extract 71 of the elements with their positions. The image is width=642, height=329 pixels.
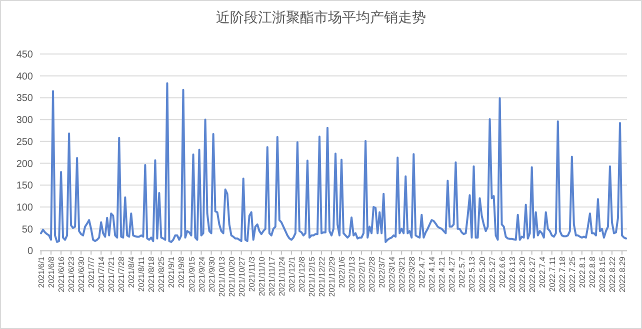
x-tick-label: 2022.4.14 bbox=[428, 256, 437, 292]
x-tick-label: 2021/8/18 bbox=[147, 256, 156, 292]
x-tick-label: 2021/9/8 bbox=[177, 256, 186, 288]
x-tick-label: 2022/1/6 bbox=[338, 256, 347, 288]
x-tick-label: 2021/11/17 bbox=[267, 256, 276, 296]
x-tick-label: 2021/10/20 bbox=[227, 256, 236, 297]
x-tick-label: 2021/9/1 bbox=[167, 256, 176, 288]
x-tick-label: 2022/3/28 bbox=[408, 256, 417, 292]
x-tick-label: 2022.8.1 bbox=[578, 256, 587, 288]
x-tick-label: 2022.8.29 bbox=[618, 256, 627, 292]
x-tick-label: 2022.4.27 bbox=[448, 256, 457, 292]
y-tick-label: 350 bbox=[16, 93, 34, 104]
x-tick-label: 2022.7.18 bbox=[558, 256, 567, 292]
y-tick-label: 400 bbox=[16, 71, 34, 82]
y-tick-label: 200 bbox=[16, 158, 34, 170]
x-tick-label: 2022.5.20 bbox=[478, 256, 487, 292]
x-tick-label: 2022/3/7 bbox=[378, 256, 387, 288]
x-tick-label: 2022/2/28 bbox=[368, 256, 377, 292]
x-tick-label: 2021/10/27 bbox=[237, 256, 246, 297]
chart-title: 近阶段江浙聚酯市场平均产销走势 bbox=[216, 9, 426, 25]
x-tick-label: 2021/8/25 bbox=[157, 256, 166, 292]
x-tick-label: 2021/12/1 bbox=[287, 256, 296, 292]
x-tick-label: 2022.6.13 bbox=[508, 256, 517, 292]
y-tick-label: 150 bbox=[16, 180, 34, 192]
x-tick-label: 2021/6/8 bbox=[47, 256, 56, 288]
x-tick-label: 2022.5.7 bbox=[458, 256, 467, 288]
x-tick-label: 2021/6/1 bbox=[37, 256, 46, 288]
x-tick-label: 2022.8.22 bbox=[608, 256, 617, 292]
y-tick-label: 250 bbox=[16, 136, 34, 148]
x-tick-label: 2021/11/10 bbox=[257, 256, 266, 296]
x-tick-label: 2021/8/11 bbox=[137, 256, 146, 292]
x-tick-label: 2021/7/21 bbox=[107, 256, 116, 292]
x-tick-label: 2021/7/28 bbox=[117, 256, 126, 292]
x-tick-label: 2022.6.6 bbox=[498, 256, 507, 288]
x-tick-label: 2021/9/30 bbox=[207, 256, 216, 292]
x-tick-label: 2022/3/21 bbox=[398, 256, 407, 292]
x-tick-label: 2022.5.27 bbox=[488, 256, 497, 292]
x-tick-label: 2021/12/8 bbox=[297, 256, 306, 292]
y-tick-label: 300 bbox=[16, 115, 34, 126]
x-tick-label: 2022/2/17 bbox=[358, 256, 367, 292]
x-tick-label: 2021/6/16 bbox=[57, 256, 66, 292]
x-tick-label: 2022.6.27 bbox=[528, 256, 537, 292]
y-tick-label: 100 bbox=[16, 202, 34, 214]
y-tick-label: 0 bbox=[27, 246, 34, 258]
x-tick-label: 2021/8/4 bbox=[127, 256, 136, 288]
x-tick-label: 2022.5.13 bbox=[468, 256, 477, 292]
x-tick-label: 2021/9/15 bbox=[187, 256, 196, 292]
x-tick-label: 2021/9/24 bbox=[197, 256, 206, 292]
x-tick-label: 2022.7.11 bbox=[548, 256, 557, 292]
x-tick-label: 2021/6/30 bbox=[77, 256, 86, 292]
x-tick-label: 2021/11/24 bbox=[277, 256, 286, 296]
x-tick-label: 2021/7/7 bbox=[87, 256, 96, 288]
x-tick-label: 2021/7/14 bbox=[97, 256, 106, 292]
x-tick-label: 2022.4.7 bbox=[418, 256, 427, 288]
y-tick-label: 450 bbox=[16, 50, 34, 60]
x-tick-label: 2021/12/15 bbox=[307, 256, 316, 297]
y-tick-label: 50 bbox=[22, 224, 34, 236]
line-series bbox=[40, 82, 627, 243]
x-tick-label: 2021/10/13 bbox=[217, 256, 226, 297]
x-tick-label: 2021/12/22 bbox=[317, 256, 326, 297]
x-tick-label: 2021/12/29 bbox=[327, 256, 336, 297]
x-tick-label: 2021/6/23 bbox=[67, 256, 76, 292]
x-tick-label: 2022.4.21 bbox=[438, 256, 447, 292]
x-tick-label: 2022/3/14 bbox=[388, 256, 397, 292]
x-tick-label: 2022.7.25 bbox=[568, 256, 577, 292]
x-tick-label: 2022.8.8 bbox=[588, 256, 597, 288]
x-tick-label: 2021/11/3 bbox=[247, 256, 256, 292]
x-tick-label: 2022.8.15 bbox=[598, 256, 607, 292]
x-tick-label: 2022/1/13 bbox=[348, 256, 357, 292]
x-tick-label: 2022.6.20 bbox=[518, 256, 527, 292]
x-tick-label: 2022.7.4 bbox=[538, 256, 547, 288]
